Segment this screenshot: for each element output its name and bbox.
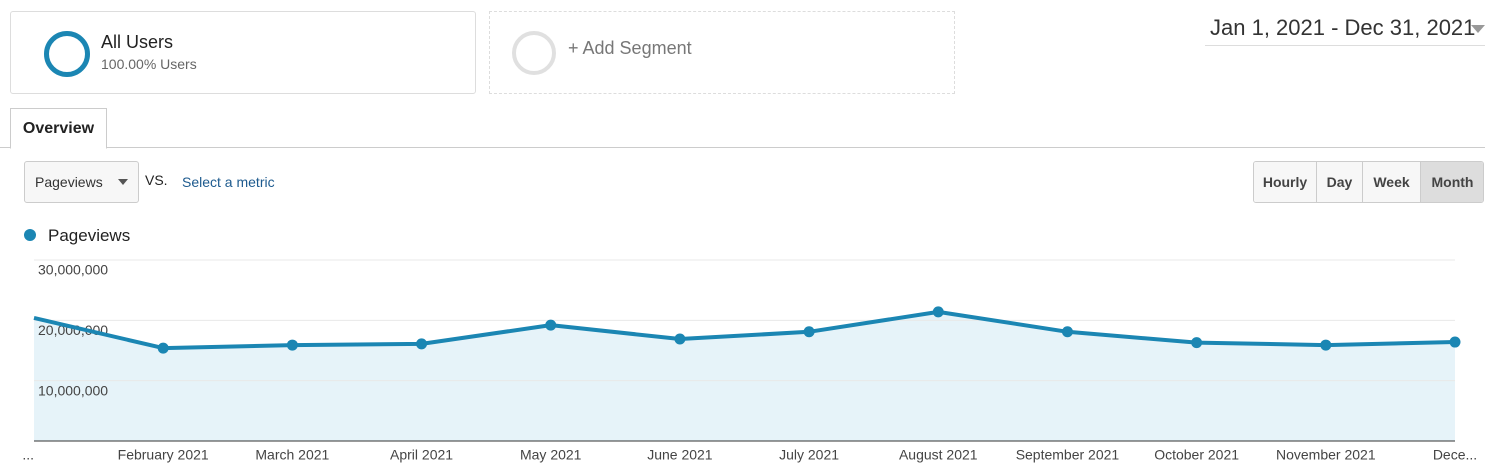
y-tick-label: 10,000,000: [38, 382, 108, 398]
point: [286, 339, 298, 351]
tab[interactable]: Overview: [10, 108, 107, 149]
segment-icon: [44, 31, 90, 77]
point: [932, 306, 944, 318]
point: [1061, 326, 1073, 338]
point: [157, 342, 169, 354]
point: [1191, 337, 1203, 349]
area: [34, 311, 1455, 441]
tab-line: [0, 147, 1485, 148]
point: [674, 333, 686, 345]
x-tick-label: February 2021: [118, 447, 209, 463]
x-tick-label: May 2021: [520, 447, 582, 463]
y-tick-label: 30,000,000: [38, 262, 108, 278]
segment-card[interactable]: All Users 100.00% Users: [10, 11, 476, 94]
vs-label: VS.: [145, 172, 168, 188]
segment-subtitle: 100.00% Users: [101, 56, 197, 72]
granularity-button[interactable]: Month: [1421, 162, 1483, 202]
x-tick-label: July 2021: [779, 447, 839, 463]
point: [803, 326, 815, 338]
date-range-text: Jan 1, 2021 - Dec 31, 2021: [1210, 15, 1476, 40]
segment-title: All Users: [101, 32, 174, 52]
metric-select-text: Pageviews: [35, 174, 103, 190]
granularity-button[interactable]: Hourly: [1254, 162, 1317, 202]
point: [1449, 336, 1461, 348]
x-tick-label: June 2021: [647, 447, 713, 463]
dropdown-arrow: [118, 179, 128, 190]
date-range[interactable]: Jan 1, 2021 - Dec 31, 2021: [1205, 15, 1485, 46]
dropdown-arrow: [1471, 25, 1485, 40]
legend-label: Pageviews: [48, 226, 131, 245]
x-tick-label: August 2021: [899, 447, 978, 463]
x-tick-label: November 2021: [1276, 447, 1376, 463]
x-tick-label: September 2021: [1016, 447, 1120, 463]
x-tick-label: March 2021: [255, 447, 329, 463]
add-segment-label: + Add Segment: [568, 38, 692, 58]
point: [545, 319, 557, 331]
y-tick-label: 20,000,000: [38, 322, 108, 338]
legend-swatch: [24, 229, 36, 241]
granularity-button[interactable]: Week: [1363, 162, 1421, 202]
granularity-button[interactable]: Day: [1317, 162, 1363, 202]
granularity-group: Hourly Day Week Month: [1253, 161, 1484, 203]
select-metric-link[interactable]: Select a metric: [182, 174, 275, 190]
point: [1320, 339, 1332, 351]
point: [416, 338, 428, 350]
add-segment[interactable]: + Add Segment: [489, 11, 955, 94]
x-tick-label: April 2021: [390, 447, 453, 463]
x-tick-label: Dece...: [1433, 447, 1477, 463]
x-tick-label: October 2021: [1154, 447, 1239, 463]
line: [33, 309, 1456, 351]
x-tick-label: ...: [22, 447, 34, 463]
add-icon: [512, 31, 556, 75]
metric-select[interactable]: Pageviews: [24, 161, 139, 203]
